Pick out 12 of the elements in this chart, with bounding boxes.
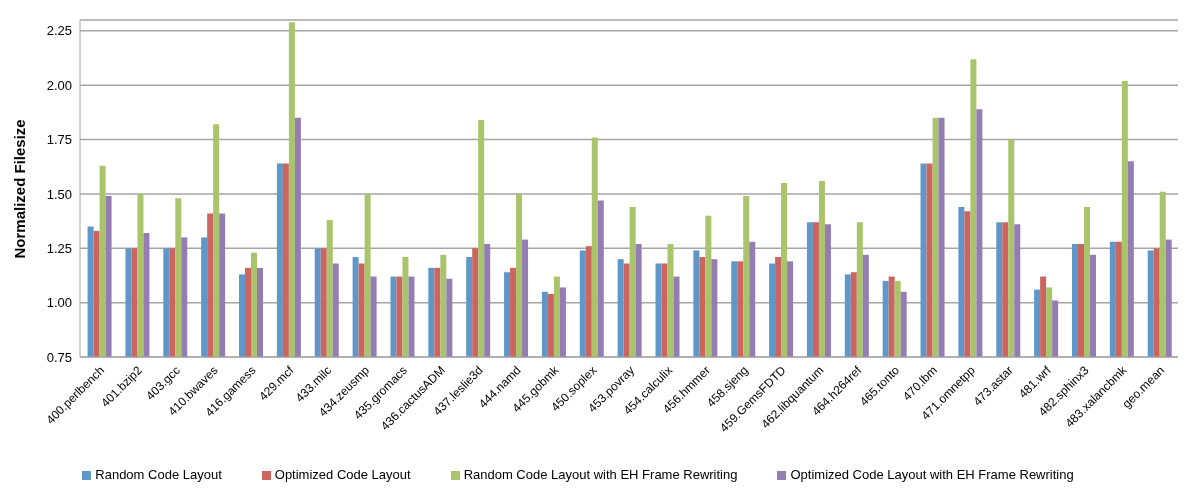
legend-label: Random Code Layout — [95, 467, 222, 482]
y-axis-title: Normalized Filesize — [11, 119, 29, 259]
legend-label: Optimized Code Layout — [274, 467, 411, 482]
legend-label: Random Code Layout with EH Frame Rewriting — [463, 467, 738, 482]
y-tick-label: 0.75 — [46, 349, 72, 365]
y-tick-label: 1.00 — [46, 295, 72, 311]
y-tick-label: 1.75 — [46, 132, 72, 148]
y-tick-label: 2.00 — [46, 77, 72, 93]
y-tick-label: 1.25 — [46, 240, 72, 256]
legend-label: Optimized Code Layout with EH Frame Rewriting — [790, 467, 1074, 482]
y-tick-label: 1.50 — [46, 186, 72, 202]
y-tick-label: 2.25 — [46, 23, 72, 39]
